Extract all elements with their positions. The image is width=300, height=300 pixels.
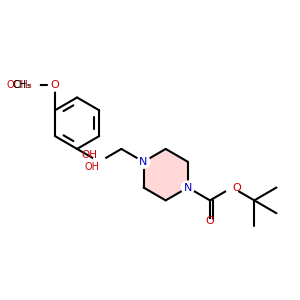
Text: O: O [50, 80, 59, 90]
Circle shape [49, 78, 61, 91]
Text: O: O [206, 216, 214, 226]
Text: OH: OH [84, 162, 99, 172]
Text: CH₃: CH₃ [13, 80, 31, 90]
Circle shape [204, 220, 216, 232]
Text: OH: OH [81, 150, 98, 160]
Text: N: N [139, 157, 148, 167]
Circle shape [226, 181, 238, 194]
Polygon shape [143, 149, 188, 200]
Text: N: N [184, 182, 192, 193]
Text: OCH₃: OCH₃ [7, 80, 33, 90]
Text: O: O [232, 182, 241, 193]
Circle shape [182, 181, 194, 194]
Circle shape [137, 155, 150, 168]
Circle shape [93, 155, 106, 168]
Circle shape [26, 78, 39, 91]
